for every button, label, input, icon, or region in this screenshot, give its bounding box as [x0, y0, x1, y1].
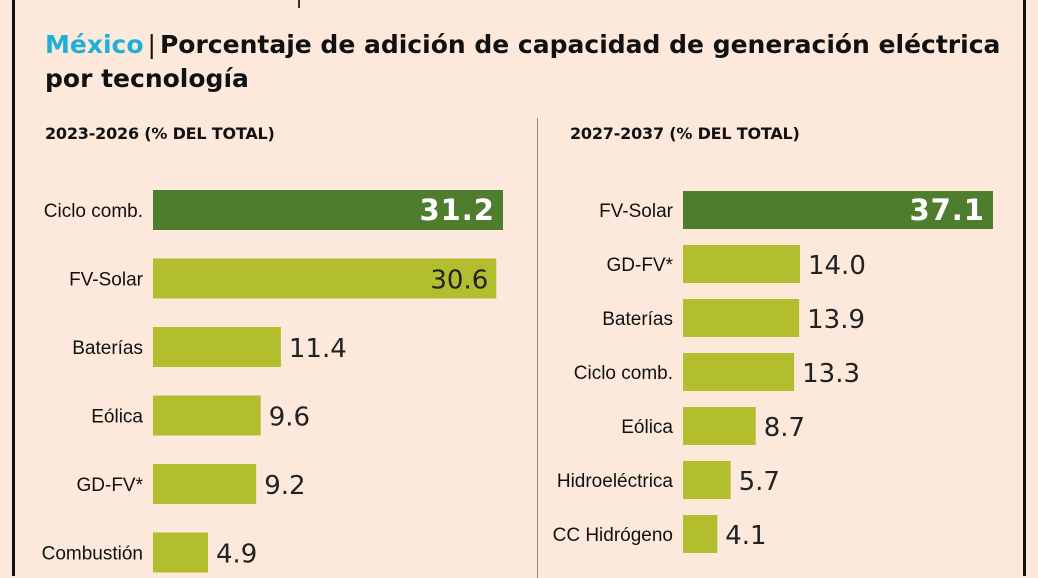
category-label: FV-Solar: [599, 201, 674, 222]
title-separator: |: [147, 30, 156, 59]
infographic-frame: [12, 0, 1026, 576]
value-label: 31.2: [419, 193, 495, 227]
title-text: Porcentaje de adición de capacidad de ge…: [45, 30, 1001, 93]
category-label: FV-Solar: [69, 270, 144, 291]
category-label: Baterías: [602, 309, 673, 330]
right-chart-subtitle: 2027-2037 (% DEL TOTAL): [570, 124, 800, 143]
bar: [683, 515, 718, 553]
value-label: 13.9: [807, 305, 865, 335]
bar: [683, 299, 800, 337]
bar: [153, 464, 257, 504]
category-label: Eólica: [621, 417, 673, 438]
category-label: Ciclo comb.: [44, 201, 143, 222]
bar: [153, 532, 208, 573]
category-label: Hidroeléctrica: [557, 471, 674, 492]
bar: [683, 353, 795, 391]
value-label: 4.9: [216, 540, 257, 570]
bar: [153, 327, 281, 367]
value-label: 13.3: [802, 359, 860, 389]
left-bar-chart: Ciclo comb. 31.2 FV-Solar 30.6 Baterías 11.4 E…: [42, 190, 503, 573]
title-country: México: [45, 30, 144, 59]
value-label: 9.2: [264, 471, 305, 501]
category-label: GD-FV*: [77, 475, 144, 496]
value-label: 11.4: [289, 334, 347, 364]
bar: [683, 245, 800, 283]
bar: [153, 190, 503, 230]
panel-divider: [537, 118, 538, 578]
value-label: 30.6: [430, 266, 488, 296]
bar: [153, 258, 497, 299]
value-label: 8.7: [764, 413, 805, 443]
category-label: GD-FV*: [607, 255, 674, 276]
value-label: 5.7: [739, 467, 780, 497]
value-label: 4.1: [725, 521, 766, 551]
bar: [683, 191, 993, 229]
bar: [683, 407, 756, 445]
bar: [683, 461, 731, 499]
bar: [153, 395, 261, 436]
value-label: 37.1: [909, 193, 985, 227]
category-label: Baterías: [72, 338, 143, 359]
category-label: Combustión: [42, 544, 143, 565]
chart-title: México | Porcentaje de adición de capacida…: [45, 28, 1005, 96]
value-label: 14.0: [808, 251, 866, 281]
left-chart-subtitle: 2023-2026 (% DEL TOTAL): [45, 124, 275, 143]
category-label: CC Hidrógeno: [553, 525, 673, 546]
top-divider-tick: [298, 0, 300, 8]
value-label: 9.6: [269, 403, 310, 433]
category-label: Ciclo comb.: [574, 363, 673, 384]
category-label: Eólica: [91, 407, 143, 428]
